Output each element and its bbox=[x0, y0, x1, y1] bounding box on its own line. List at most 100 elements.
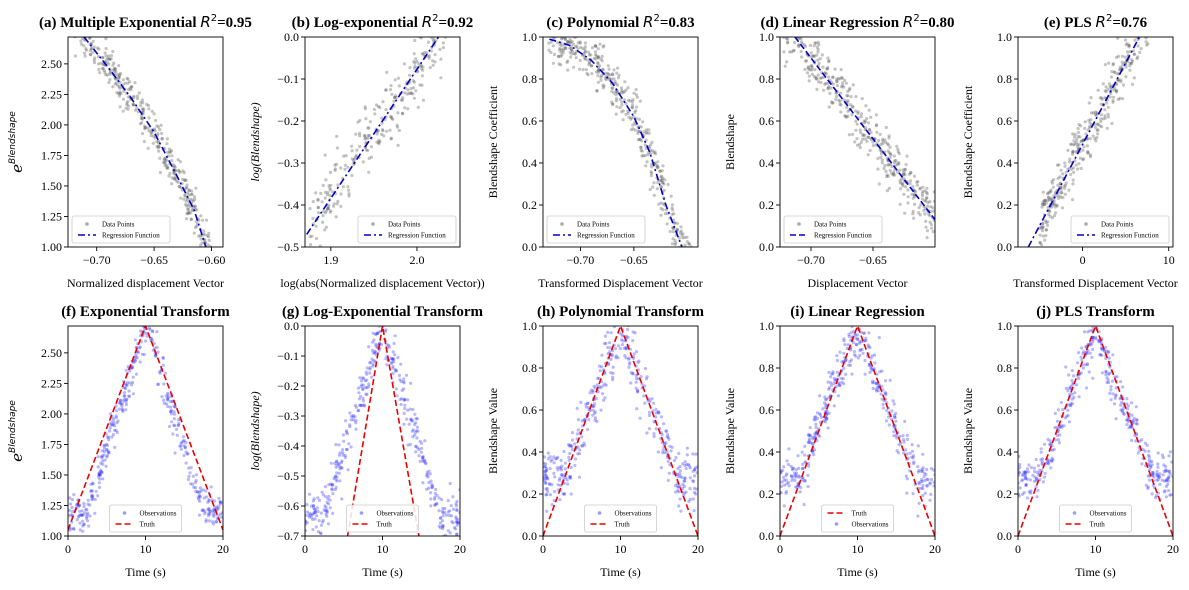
data-point bbox=[317, 498, 322, 503]
data-point bbox=[311, 517, 315, 522]
data-point bbox=[1154, 494, 1159, 498]
data-point bbox=[1127, 45, 1131, 49]
data-point bbox=[693, 486, 697, 490]
data-point bbox=[599, 74, 604, 78]
data-point bbox=[596, 61, 600, 66]
data-point bbox=[1128, 424, 1132, 428]
data-point bbox=[1116, 72, 1120, 76]
data-point bbox=[1058, 433, 1062, 437]
data-point bbox=[1076, 145, 1080, 149]
data-point bbox=[337, 462, 341, 466]
data-point bbox=[117, 76, 121, 80]
data-point bbox=[1091, 326, 1095, 329]
data-point bbox=[1049, 196, 1053, 200]
data-point bbox=[1081, 366, 1085, 370]
data-point bbox=[391, 366, 395, 370]
data-point bbox=[344, 447, 349, 452]
series-line-truth bbox=[346, 326, 420, 536]
data-point bbox=[879, 155, 883, 159]
data-point bbox=[1165, 478, 1169, 482]
data-point bbox=[876, 389, 880, 393]
data-point bbox=[339, 166, 343, 170]
data-point bbox=[1109, 91, 1113, 95]
data-point bbox=[437, 509, 441, 513]
data-point bbox=[411, 419, 415, 423]
data-point bbox=[185, 197, 189, 201]
data-point bbox=[1106, 87, 1110, 91]
x-tick-label: −0.65 bbox=[140, 253, 168, 267]
data-point bbox=[143, 127, 147, 131]
data-point bbox=[1094, 126, 1098, 130]
data-point bbox=[923, 212, 927, 216]
data-point bbox=[158, 371, 162, 375]
data-point bbox=[191, 474, 195, 478]
data-point bbox=[85, 513, 89, 517]
data-point bbox=[307, 515, 311, 519]
data-point bbox=[1146, 42, 1150, 46]
data-point bbox=[636, 390, 640, 394]
data-point bbox=[431, 484, 435, 488]
x-tick-label: 0 bbox=[1015, 542, 1021, 556]
data-point bbox=[1169, 493, 1173, 497]
data-point bbox=[559, 466, 563, 470]
data-point bbox=[1106, 378, 1110, 382]
data-point bbox=[596, 56, 600, 60]
data-point bbox=[1148, 2, 1151, 5]
data-point bbox=[1124, 43, 1128, 47]
data-point bbox=[179, 444, 183, 448]
data-point bbox=[1154, 10, 1157, 13]
data-point bbox=[695, 471, 698, 475]
data-point bbox=[1079, 355, 1083, 359]
data-point bbox=[602, 44, 606, 48]
data-point bbox=[415, 417, 419, 421]
data-point bbox=[1055, 425, 1059, 429]
data-point bbox=[185, 204, 189, 208]
data-point bbox=[384, 88, 388, 92]
data-point bbox=[918, 213, 922, 217]
data-point bbox=[842, 366, 846, 370]
data-point bbox=[681, 259, 684, 262]
data-point bbox=[838, 350, 842, 354]
data-point bbox=[606, 363, 611, 367]
data-point bbox=[543, 465, 547, 469]
data-point bbox=[395, 123, 399, 127]
data-point bbox=[849, 331, 853, 335]
data-point bbox=[621, 91, 625, 95]
data-point bbox=[661, 181, 665, 185]
data-point bbox=[1116, 37, 1120, 40]
data-point bbox=[1071, 178, 1075, 182]
data-point bbox=[334, 485, 338, 489]
data-point bbox=[425, 474, 429, 478]
y-tick-label: 2.25 bbox=[41, 87, 62, 101]
y-tick-label: 0.4 bbox=[997, 445, 1012, 459]
data-point bbox=[363, 379, 367, 383]
data-point bbox=[911, 196, 915, 200]
data-point bbox=[319, 523, 323, 527]
data-point bbox=[351, 414, 355, 418]
data-point bbox=[117, 85, 121, 89]
data-point bbox=[71, 526, 76, 531]
data-point bbox=[573, 442, 577, 446]
data-point bbox=[397, 84, 401, 88]
data-point bbox=[313, 507, 317, 511]
data-point bbox=[157, 145, 161, 149]
data-point bbox=[389, 361, 393, 365]
data-point bbox=[591, 408, 595, 412]
data-point bbox=[808, 433, 812, 438]
data-point bbox=[1101, 117, 1105, 121]
data-point bbox=[898, 202, 902, 206]
data-point bbox=[308, 492, 312, 496]
data-point bbox=[822, 401, 827, 405]
data-point bbox=[427, 56, 431, 60]
data-point bbox=[601, 67, 605, 72]
data-point bbox=[1036, 464, 1040, 468]
data-point bbox=[164, 159, 168, 164]
data-point bbox=[909, 179, 913, 183]
data-point bbox=[368, 366, 372, 370]
data-point bbox=[897, 443, 901, 447]
data-point bbox=[305, 513, 307, 518]
data-point bbox=[1071, 132, 1075, 136]
data-point bbox=[786, 462, 791, 467]
x-tick-label: 10 bbox=[615, 542, 627, 556]
data-point bbox=[166, 395, 170, 399]
